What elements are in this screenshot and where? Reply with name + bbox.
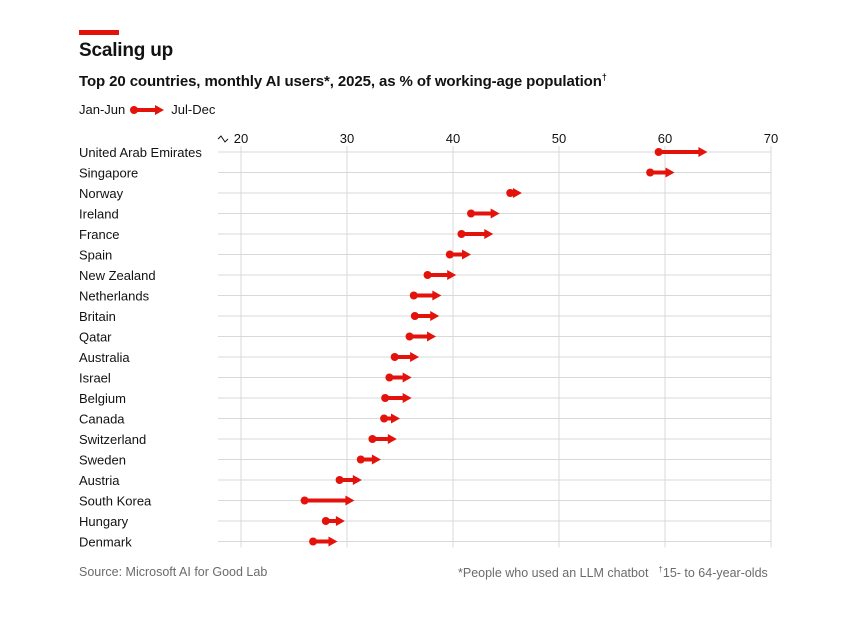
footnote-age: 15- to 64-year-olds: [662, 566, 768, 581]
category-label: Netherlands: [79, 289, 150, 304]
category-label: France: [79, 227, 119, 242]
jul-dec-arrowhead: [371, 454, 381, 465]
category-label: Qatar: [79, 330, 112, 345]
jan-jun-dot: [385, 373, 394, 382]
jan-jun-dot: [410, 312, 419, 320]
jan-jun-dot: [409, 291, 418, 300]
subtitle-text: Top 20 countries, monthly AI users*, 202…: [79, 73, 602, 90]
jan-jun-dot: [300, 496, 309, 505]
subtitle-footnote-mark: †: [601, 72, 607, 82]
jul-dec-arrowhead: [462, 249, 472, 260]
jul-dec-arrowhead: [402, 372, 412, 383]
legend: Jan-Jun Jul-Dec: [79, 102, 215, 117]
jan-jun-dot: [335, 476, 344, 484]
jul-dec-arrowhead: [698, 147, 708, 157]
jan-jun-dot: [368, 435, 377, 443]
jan-jun-dot: [457, 230, 466, 238]
jan-jun-dot: [309, 537, 318, 546]
x-tick-label: 40: [446, 131, 460, 146]
chart-subtitle: Top 20 countries, monthly AI users*, 202…: [79, 72, 607, 90]
x-tick-label: 70: [764, 131, 778, 146]
jan-jun-dot: [506, 189, 515, 197]
jul-dec-arrowhead: [335, 516, 345, 526]
brand-accent-bar: [79, 30, 119, 35]
category-label: Ireland: [79, 207, 119, 222]
jul-dec-arrowhead: [484, 229, 494, 239]
jan-jun-dot: [654, 148, 663, 156]
jul-dec-arrowhead: [490, 208, 500, 219]
footnote-llm: *People who used an LLM chatbot: [458, 566, 649, 581]
jan-jun-dot: [423, 271, 432, 279]
jan-jun-dot: [380, 414, 389, 423]
jul-dec-arrowhead: [352, 475, 362, 485]
jul-dec-arrowhead: [328, 536, 338, 547]
category-label: Switzerland: [79, 432, 146, 447]
category-label: Sweden: [79, 453, 126, 468]
category-label: Spain: [79, 248, 112, 263]
jan-jun-dot: [321, 517, 330, 525]
legend-start-label: Jan-Jun: [79, 102, 126, 117]
category-label: Britain: [79, 309, 116, 324]
jul-dec-arrowhead: [432, 290, 442, 301]
category-label: Australia: [79, 350, 130, 365]
jul-dec-arrowhead: [387, 434, 397, 444]
x-tick-label: 50: [552, 131, 566, 146]
jan-jun-dot: [356, 455, 365, 464]
jan-jun-dot: [405, 332, 414, 341]
category-label: New Zealand: [79, 268, 156, 283]
legend-arrow-icon: [130, 104, 165, 115]
footnote-dagger: †: [658, 565, 663, 574]
axis-break-mark: [217, 135, 229, 143]
jul-dec-arrowhead: [345, 495, 355, 506]
category-label: Norway: [79, 186, 124, 201]
jul-dec-arrowhead: [402, 393, 412, 403]
jan-jun-dot: [467, 209, 476, 218]
category-label: Singapore: [79, 166, 138, 181]
category-label: South Korea: [79, 494, 152, 509]
jul-dec-arrowhead: [512, 188, 522, 198]
jul-dec-arrowhead: [665, 167, 675, 178]
jan-jun-dot: [445, 250, 454, 259]
jul-dec-arrowhead: [391, 413, 400, 424]
jul-dec-arrowhead: [447, 270, 457, 280]
category-label: Canada: [79, 412, 125, 427]
x-tick-label: 30: [340, 131, 354, 146]
category-label: Israel: [79, 371, 111, 386]
category-label: Hungary: [79, 514, 129, 529]
footnotes: *People who used an LLM chatbot †15- to 6…: [458, 565, 768, 580]
category-label: United Arab Emirates: [79, 145, 202, 160]
source-note: Source: Microsoft AI for Good Lab: [79, 565, 268, 579]
category-label: Austria: [79, 473, 120, 488]
jul-dec-arrowhead: [427, 331, 437, 342]
chart-title: Scaling up: [79, 40, 174, 61]
jan-jun-dot: [381, 394, 390, 402]
x-tick-label: 20: [234, 131, 248, 146]
legend-end-label: Jul-Dec: [171, 102, 216, 117]
category-label: Belgium: [79, 391, 126, 406]
x-tick-label: 60: [658, 131, 672, 146]
jul-dec-arrowhead: [410, 352, 420, 362]
jan-jun-dot: [646, 168, 655, 177]
jul-dec-arrowhead: [430, 311, 440, 321]
category-label: Denmark: [79, 535, 132, 550]
jan-jun-dot: [390, 353, 399, 361]
